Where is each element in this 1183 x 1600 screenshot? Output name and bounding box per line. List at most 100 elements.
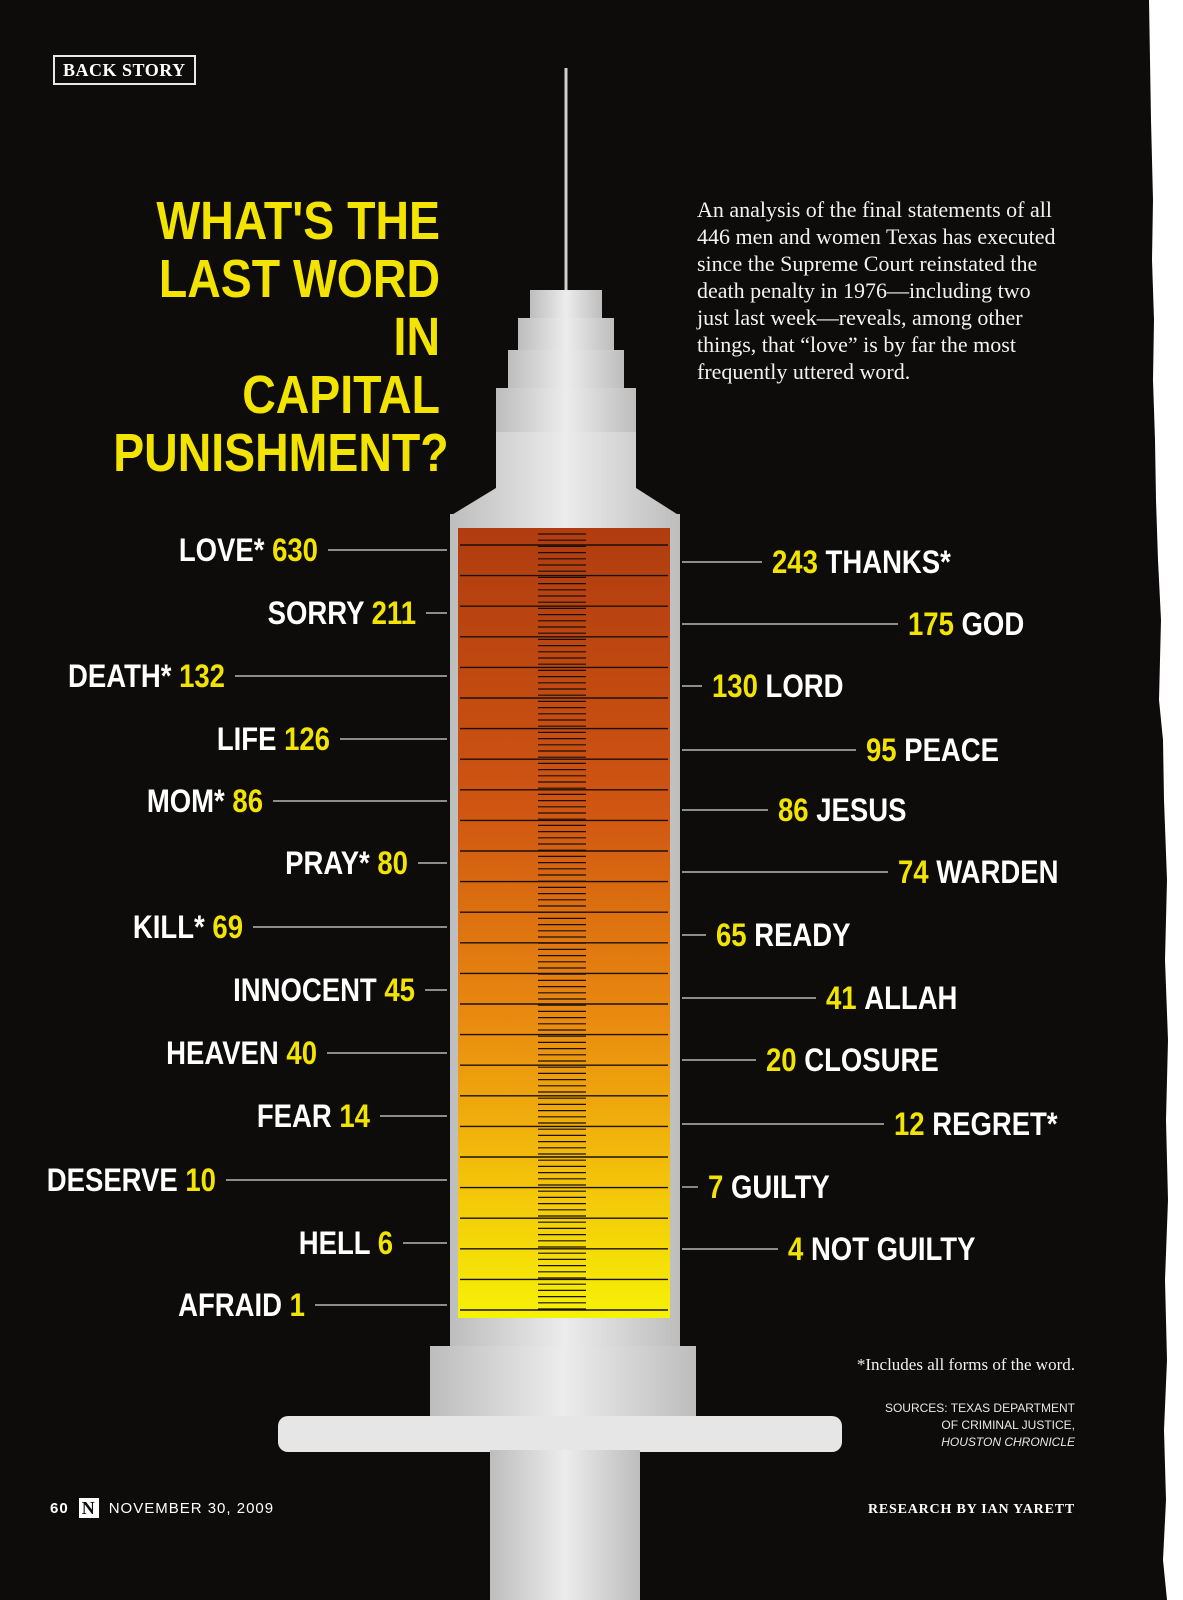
- left-label-count: 14: [339, 1099, 370, 1134]
- right-label: 86 JESUS: [778, 793, 906, 828]
- syringe-flange: [278, 1416, 842, 1452]
- intro-paragraph: An analysis of the final statements of a…: [697, 197, 1056, 384]
- torn-page-edge: [1149, 0, 1183, 1600]
- syringe-illustration: [278, 68, 842, 1600]
- left-label-word: FEAR: [257, 1099, 340, 1134]
- right-label: 243 THANKS*: [772, 545, 951, 580]
- headline-line: CAPITAL: [242, 365, 440, 425]
- left-label-word: DEATH*: [68, 659, 179, 694]
- syringe-hub: [518, 318, 614, 352]
- left-label-word: HEAVEN: [166, 1036, 286, 1071]
- right-label-word: CLOSURE: [804, 1043, 938, 1078]
- right-label: 74 WARDEN: [898, 855, 1058, 890]
- left-label: SORRY 211: [268, 596, 416, 631]
- magazine-logo: N: [78, 1498, 99, 1518]
- right-label-count: 175: [908, 607, 962, 642]
- left-label-word: KILL*: [133, 910, 212, 945]
- left-label-count: 1: [290, 1288, 305, 1323]
- right-label: 175 GOD: [908, 607, 1024, 642]
- right-label: 65 READY: [716, 918, 851, 953]
- issue-date: NOVEMBER 30, 2009: [108, 1499, 275, 1517]
- left-label: PRAY* 80: [285, 846, 408, 881]
- sources-line: HOUSTON CHRONICLE: [941, 1435, 1075, 1449]
- left-label-word: HELL: [299, 1226, 378, 1261]
- left-label-word: SORRY: [268, 596, 372, 631]
- right-label-word: THANKS*: [826, 545, 952, 580]
- syringe-hub: [508, 350, 624, 390]
- right-label: 4 NOT GUILTY: [788, 1232, 976, 1267]
- left-label-word: DESERVE: [47, 1163, 186, 1198]
- right-label-word: WARDEN: [936, 855, 1058, 890]
- right-label-count: 7: [708, 1170, 731, 1205]
- left-label: LOVE* 630: [179, 533, 318, 568]
- left-label-word: MOM*: [147, 784, 233, 819]
- syringe-barrel-base: [430, 1346, 696, 1418]
- right-label-word: READY: [754, 918, 850, 953]
- left-label: AFRAID 1: [178, 1288, 305, 1323]
- right-label-word: GOD: [962, 607, 1025, 642]
- right-label-word: ALLAH: [864, 981, 957, 1016]
- right-label: 95 PEACE: [866, 733, 999, 768]
- left-label-count: 6: [378, 1226, 393, 1261]
- left-label-count: 45: [384, 973, 415, 1008]
- left-label-count: 132: [179, 659, 225, 694]
- syringe-hub: [496, 388, 636, 432]
- left-label-count: 630: [272, 533, 318, 568]
- right-label-count: 130: [712, 669, 766, 704]
- syringe-scale: [460, 533, 668, 1311]
- left-label-word: LOVE*: [179, 533, 272, 568]
- right-label-word: LORD: [766, 669, 844, 704]
- syringe-shoulder: [450, 432, 680, 516]
- right-label-count: 41: [826, 981, 864, 1016]
- left-label: DEATH* 132: [68, 659, 225, 694]
- right-label-word: GUILTY: [731, 1170, 830, 1205]
- right-label: 20 CLOSURE: [766, 1043, 939, 1078]
- left-label: DESERVE 10: [47, 1163, 216, 1198]
- syringe-fluid: [458, 528, 670, 1318]
- left-label-word: AFRAID: [178, 1288, 290, 1323]
- left-label-count: 10: [185, 1163, 216, 1198]
- left-label-word: INNOCENT: [233, 973, 384, 1008]
- right-label-count: 20: [766, 1043, 804, 1078]
- right-label-count: 65: [716, 918, 754, 953]
- left-label-count: 40: [286, 1036, 317, 1071]
- right-label-count: 95: [866, 733, 904, 768]
- sources: SOURCES: TEXAS DEPARTMENT OF CRIMINAL JU…: [815, 1400, 1075, 1451]
- right-label: 41 ALLAH: [826, 981, 957, 1016]
- right-label-word: JESUS: [816, 793, 906, 828]
- headline-line: LAST WORD IN: [158, 249, 440, 367]
- syringe-hub: [530, 290, 602, 320]
- right-label-count: 74: [898, 855, 936, 890]
- left-label: LIFE 126: [217, 722, 330, 757]
- right-label-count: 4: [788, 1232, 811, 1267]
- left-label-count: 80: [377, 846, 408, 881]
- sources-line: OF CRIMINAL JUSTICE,: [941, 1418, 1075, 1432]
- right-label: 130 LORD: [712, 669, 843, 704]
- left-label: INNOCENT 45: [233, 973, 415, 1008]
- left-label-count: 86: [232, 784, 263, 819]
- left-label: HEAVEN 40: [166, 1036, 317, 1071]
- left-label-count: 211: [372, 596, 416, 631]
- folio: 60 N NOVEMBER 30, 2009: [50, 1498, 274, 1518]
- sources-line: SOURCES: TEXAS DEPARTMENT: [884, 1401, 1075, 1415]
- section-tag: BACK STORY: [53, 55, 196, 85]
- right-label: 7 GUILTY: [708, 1170, 830, 1205]
- right-label: 12 REGRET*: [894, 1107, 1058, 1142]
- headline: WHAT'S THE LAST WORD IN CAPITAL PUNISHME…: [113, 191, 449, 483]
- left-label-word: LIFE: [217, 722, 284, 757]
- right-label-count: 86: [778, 793, 816, 828]
- headline-line: WHAT'S THE: [156, 191, 440, 251]
- left-label: MOM* 86: [147, 784, 263, 819]
- right-label-count: 12: [894, 1107, 932, 1142]
- page-number: 60: [50, 1499, 69, 1517]
- left-label: HELL 6: [299, 1226, 393, 1261]
- left-label: KILL* 69: [133, 910, 243, 945]
- right-label-count: 243: [772, 545, 826, 580]
- headline-line: PUNISHMENT?: [113, 423, 449, 483]
- left-label-count: 69: [212, 910, 243, 945]
- left-label: FEAR 14: [257, 1099, 371, 1134]
- left-label-word: PRAY*: [285, 846, 377, 881]
